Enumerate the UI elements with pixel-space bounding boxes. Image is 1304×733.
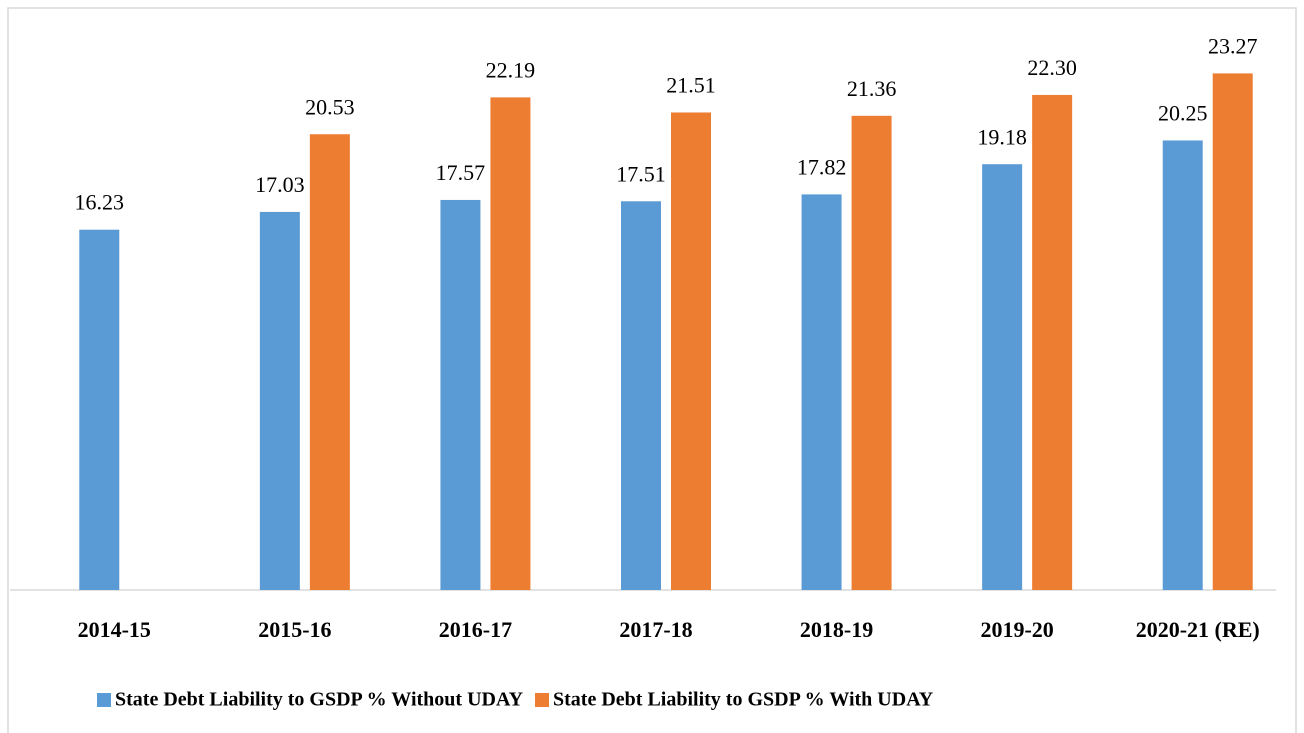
data-label: 22.19	[486, 57, 536, 82]
x-tick-label: 2016-17	[439, 617, 512, 642]
data-label: 17.03	[255, 172, 305, 197]
data-label: 17.57	[436, 160, 486, 185]
bar	[259, 211, 300, 590]
data-label: 22.30	[1027, 55, 1077, 80]
legend-swatch	[535, 693, 550, 707]
data-label: 17.82	[797, 154, 847, 179]
bar	[1032, 94, 1073, 590]
data-label: 23.27	[1208, 33, 1258, 58]
legend-swatch	[97, 693, 111, 707]
x-tick-label: 2018-19	[800, 617, 873, 642]
bar	[440, 199, 481, 591]
legend-label: State Debt Liability to GSDP % Without U…	[115, 689, 524, 711]
bar	[621, 201, 661, 590]
data-label: 21.36	[847, 76, 897, 101]
bar	[1212, 73, 1253, 590]
x-tick-label: 2020-21 (RE)	[1136, 617, 1260, 642]
bar	[309, 134, 350, 590]
bar	[851, 115, 892, 591]
bar	[490, 97, 531, 590]
bar	[1162, 140, 1203, 590]
data-label: 16.23	[75, 190, 125, 215]
chart-frame	[7, 7, 1297, 733]
x-tick-label: 2014-15	[78, 617, 151, 642]
bar	[671, 112, 711, 590]
x-tick-label: 2015-16	[258, 617, 331, 642]
data-label: 19.18	[977, 124, 1027, 149]
data-label: 17.51	[616, 161, 666, 186]
legend-label: State Debt Liability to GSDP % With UDAY	[553, 689, 934, 711]
data-label: 20.53	[305, 94, 355, 119]
bar	[982, 164, 1023, 591]
bar	[801, 194, 842, 590]
data-label: 20.25	[1158, 100, 1208, 125]
bar	[79, 229, 120, 590]
data-label: 21.51	[666, 73, 716, 98]
x-tick-label: 2017-18	[619, 617, 692, 642]
x-tick-label: 2019-20	[980, 617, 1053, 642]
